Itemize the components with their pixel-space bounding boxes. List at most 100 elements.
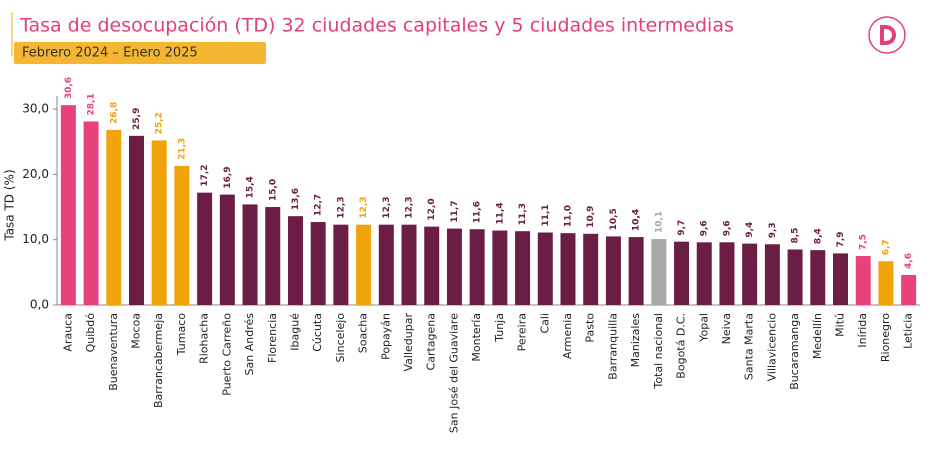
value-label: 11,1 bbox=[541, 204, 551, 226]
bar bbox=[333, 224, 349, 305]
bar bbox=[424, 226, 440, 305]
bar bbox=[492, 230, 508, 305]
value-label: 12,7 bbox=[314, 194, 324, 216]
value-label: 11,3 bbox=[518, 203, 528, 225]
value-label: 4,6 bbox=[904, 253, 914, 269]
x-tick-label: Popayán bbox=[379, 313, 392, 360]
x-tick-label: Villavicencio bbox=[765, 313, 778, 382]
x-tick-label: Neiva bbox=[720, 313, 733, 344]
x-tick-label: Riohacha bbox=[198, 313, 211, 364]
value-label: 10,1 bbox=[654, 211, 664, 233]
bar bbox=[515, 231, 531, 305]
bar bbox=[242, 204, 258, 305]
x-tick-label: Manizales bbox=[629, 313, 642, 368]
x-tick-label: Arauca bbox=[61, 313, 74, 352]
x-tick-label: Florencia bbox=[266, 313, 279, 363]
value-label: 9,6 bbox=[722, 220, 732, 236]
x-tick-label: Quibdó bbox=[84, 313, 97, 353]
x-tick-label: San José del Guaviare bbox=[447, 313, 460, 433]
bar bbox=[605, 236, 621, 305]
x-tick-label: Montería bbox=[470, 313, 483, 362]
value-label: 10,9 bbox=[586, 206, 596, 228]
value-label: 6,7 bbox=[881, 239, 891, 255]
value-label: 17,2 bbox=[200, 164, 210, 186]
value-label: 25,2 bbox=[155, 112, 165, 134]
y-tick-label: 20,0 bbox=[22, 167, 49, 181]
value-label: 7,5 bbox=[859, 234, 869, 250]
x-tick-label: Leticia bbox=[902, 313, 915, 349]
x-tick-label: Tumaco bbox=[175, 313, 188, 357]
value-label: 16,9 bbox=[223, 166, 233, 188]
bar bbox=[356, 224, 372, 305]
x-tick-label: Yopal bbox=[697, 313, 710, 343]
x-tick-label: Mitú bbox=[834, 313, 847, 337]
x-tick-label: Rionegro bbox=[879, 313, 892, 362]
value-label: 13,6 bbox=[291, 188, 301, 210]
bar bbox=[651, 239, 667, 305]
bar bbox=[583, 233, 599, 305]
bar bbox=[265, 207, 281, 305]
x-tick-label: Bucaramanga bbox=[788, 313, 801, 390]
bar bbox=[696, 242, 712, 305]
value-label: 8,4 bbox=[813, 228, 823, 244]
value-label: 12,3 bbox=[336, 196, 346, 218]
bar bbox=[901, 274, 917, 305]
value-label: 21,3 bbox=[177, 138, 187, 160]
x-tick-label: San Andrés bbox=[243, 313, 256, 376]
x-tick-label: Inírida bbox=[856, 313, 869, 348]
x-tick-label: Medellín bbox=[811, 313, 824, 359]
bar bbox=[787, 249, 803, 305]
value-label: 9,4 bbox=[745, 222, 755, 238]
logo-mark bbox=[880, 25, 896, 45]
bar bbox=[855, 256, 871, 305]
subtitle-box bbox=[14, 42, 266, 64]
value-label: 10,4 bbox=[632, 209, 642, 231]
value-label: 9,6 bbox=[700, 220, 710, 236]
y-tick-label: 10,0 bbox=[22, 232, 49, 246]
x-tick-label: Barrancabermeja bbox=[152, 313, 165, 408]
bar bbox=[128, 135, 144, 305]
value-label: 11,7 bbox=[450, 200, 460, 222]
bar bbox=[674, 241, 690, 305]
value-label: 28,1 bbox=[87, 93, 97, 115]
y-tick-label: 30,0 bbox=[22, 102, 49, 116]
bar bbox=[764, 244, 780, 305]
bar bbox=[401, 224, 417, 305]
value-label: 11,6 bbox=[473, 201, 483, 223]
bar bbox=[174, 165, 190, 305]
bar bbox=[287, 216, 303, 305]
subtitle: Febrero 2024 – Enero 2025 bbox=[22, 46, 198, 61]
bar bbox=[560, 233, 576, 305]
value-label: 10,5 bbox=[609, 208, 619, 230]
value-label: 7,9 bbox=[836, 231, 846, 247]
x-tick-label: Total nacional bbox=[652, 313, 665, 390]
logo bbox=[868, 16, 906, 54]
x-tick-label: Mocoa bbox=[129, 313, 142, 349]
x-tick-label: Buenaventura bbox=[107, 313, 120, 391]
value-label: 26,8 bbox=[109, 102, 119, 124]
x-tick-label: Pereira bbox=[516, 313, 529, 351]
value-label: 12,3 bbox=[359, 196, 369, 218]
x-tick-label: Bogotá D.C. bbox=[675, 313, 688, 379]
x-tick-label: Sincelejo bbox=[334, 313, 347, 363]
bar bbox=[537, 232, 553, 305]
chart-title: Tasa de desocupación (TD) 32 ciudades ca… bbox=[19, 15, 734, 37]
x-tick-label: Pasto bbox=[584, 313, 597, 343]
logo-ring bbox=[868, 16, 906, 54]
value-label: 12,0 bbox=[427, 198, 437, 220]
value-label: 12,3 bbox=[382, 196, 392, 218]
value-label: 15,0 bbox=[268, 179, 278, 201]
bar bbox=[446, 228, 462, 305]
bar bbox=[719, 242, 735, 305]
x-tick-label: Barranquilla bbox=[606, 313, 619, 380]
x-tick-label: Cartagena bbox=[425, 313, 438, 370]
value-label: 11,0 bbox=[563, 205, 573, 227]
bar bbox=[310, 222, 326, 305]
bar bbox=[742, 243, 758, 305]
bar bbox=[833, 253, 849, 305]
y-axis-label: Tasa TD (%) bbox=[3, 169, 17, 241]
value-label: 30,6 bbox=[64, 77, 74, 99]
bar bbox=[197, 192, 213, 305]
x-tick-label: Armenia bbox=[561, 313, 574, 359]
